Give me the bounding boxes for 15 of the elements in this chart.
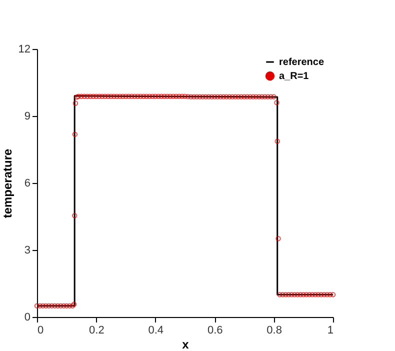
legend-label: reference (279, 57, 324, 68)
x-tick-label: 0.4 (148, 324, 164, 336)
y-axis-title: temperature (0, 148, 14, 218)
y-tick-label: 0 (24, 312, 30, 324)
y-tick-label: 6 (24, 178, 30, 190)
x-tick-label: 0.6 (207, 324, 223, 336)
y-tick-label: 12 (18, 44, 30, 56)
x-tick-label: 1 (327, 324, 334, 336)
x-tick-label: 0.2 (89, 324, 104, 336)
x-axis-title: x (182, 338, 190, 351)
legend-label: a_R=1 (279, 71, 310, 82)
x-tick-label: 0.8 (266, 324, 282, 336)
y-tick-label: 9 (24, 110, 30, 122)
y-tick-label: 3 (24, 244, 30, 256)
x-tick-label: 0 (38, 324, 44, 336)
